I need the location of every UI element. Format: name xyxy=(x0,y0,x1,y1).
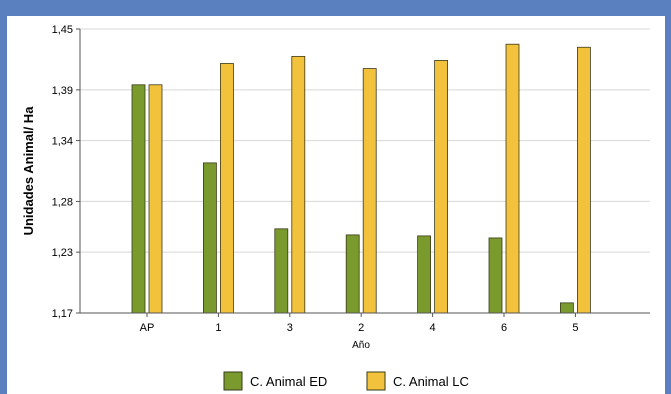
bar-lc-5 xyxy=(577,46,591,314)
bar-ed-3 xyxy=(274,228,289,314)
legend-label-ed: C. Animal ED xyxy=(250,374,327,389)
bar-lc-4 xyxy=(434,60,449,314)
y-tick-label: 1,28 xyxy=(52,196,73,208)
y-tick-label: 1,17 xyxy=(52,308,73,320)
y-tick-label: 1,45 xyxy=(52,24,73,36)
bar-lc-6 xyxy=(505,43,520,314)
legend-swatch-ed xyxy=(223,371,243,391)
bar-ed-5 xyxy=(560,302,574,314)
x-tick-label: AP xyxy=(140,322,155,334)
axes xyxy=(76,28,650,317)
bar-chart: 1,17 1,23 1,28 1,34 1,39 1,45 AP 1 3 2 4 6 5 Unidad… xyxy=(21,24,650,391)
x-tick-label: 2 xyxy=(358,322,364,334)
window-top-bar xyxy=(0,0,671,16)
bar-lc-AP xyxy=(148,84,163,314)
x-tick-label: 6 xyxy=(501,322,507,334)
x-tick-label: 3 xyxy=(287,322,293,334)
y-tick-label: 1,34 xyxy=(52,136,73,148)
x-tick-label: 1 xyxy=(215,322,221,334)
y-tick-label: 1,39 xyxy=(52,85,73,97)
bar-ed-1 xyxy=(202,162,217,314)
legend-label-lc: C. Animal LC xyxy=(393,374,469,389)
bars xyxy=(131,43,591,314)
chart-frame: 1,17 1,23 1,28 1,34 1,39 1,45 AP 1 3 2 4 6 5 Unidad… xyxy=(7,16,665,394)
x-tick-label: 5 xyxy=(572,322,578,334)
y-tick-labels: 1,17 1,23 1,28 1,34 1,39 1,45 xyxy=(52,24,73,320)
x-tick-label: 4 xyxy=(430,322,436,334)
y-axis-title: Unidades Animal/ Ha xyxy=(21,106,36,236)
bar-ed-2 xyxy=(345,234,360,314)
x-axis-title: Año xyxy=(352,340,370,351)
bar-ed-4 xyxy=(417,235,432,314)
bar-lc-2 xyxy=(362,68,377,314)
legend-swatch-lc xyxy=(366,371,386,391)
bar-ed-AP xyxy=(131,84,146,314)
bar-lc-3 xyxy=(291,55,306,314)
legend: C. Animal ED C. Animal LC xyxy=(223,371,469,391)
x-tick-labels: AP 1 3 2 4 6 5 xyxy=(140,322,579,334)
bar-ed-6 xyxy=(488,237,503,314)
y-tick-label: 1,23 xyxy=(52,247,73,259)
bar-lc-1 xyxy=(219,63,234,314)
